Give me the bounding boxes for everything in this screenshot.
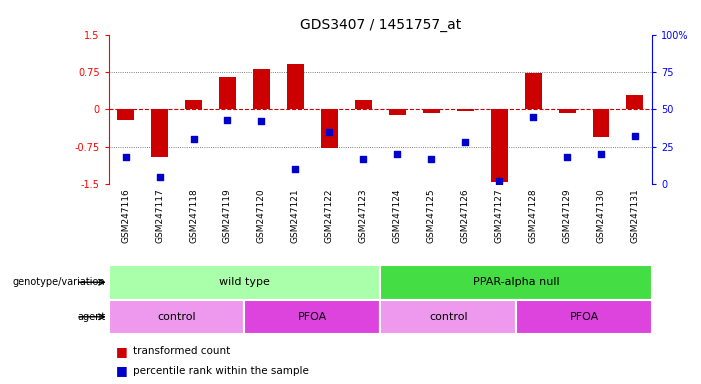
Bar [321,109,338,148]
Text: GSM247126: GSM247126 [461,189,470,243]
Point [629,133,641,139]
Point [324,129,335,135]
Bar [109,300,245,334]
Text: GSM247124: GSM247124 [393,189,402,243]
Text: GSM247117: GSM247117 [155,189,164,243]
Text: ■: ■ [116,345,128,358]
Bar [185,101,202,109]
Point [494,178,505,184]
Bar [245,300,381,334]
Bar [381,265,652,300]
Point [154,174,165,180]
Bar [559,109,576,113]
Text: wild type: wild type [219,277,270,287]
Bar [389,109,406,116]
Text: GSM247131: GSM247131 [630,189,639,243]
Bar [592,109,609,137]
Text: percentile rank within the sample: percentile rank within the sample [133,366,309,376]
Bar [151,109,168,157]
Point [358,156,369,162]
Bar [253,68,270,109]
Text: GSM247123: GSM247123 [359,189,368,243]
Point [562,154,573,161]
Bar [109,265,381,300]
Bar [381,300,516,334]
Text: agent: agent [77,312,105,322]
Text: control: control [429,312,468,322]
Point [120,154,131,161]
Text: genotype/variation: genotype/variation [13,277,105,287]
Text: GSM247120: GSM247120 [257,189,266,243]
Text: GSM247129: GSM247129 [562,189,571,243]
Text: PFOA: PFOA [298,312,327,322]
Text: GSM247118: GSM247118 [189,189,198,243]
Text: GSM247121: GSM247121 [291,189,300,243]
Text: PFOA: PFOA [569,312,599,322]
Point [527,114,538,120]
Bar [627,96,644,109]
Text: transformed count: transformed count [133,346,231,356]
Bar [355,101,372,109]
Bar [516,300,652,334]
Text: GSM247119: GSM247119 [223,189,232,243]
Point [595,151,606,157]
Bar [524,73,542,109]
Text: GSM247127: GSM247127 [495,189,503,243]
Text: GSM247125: GSM247125 [427,189,436,243]
Bar [287,63,304,109]
Text: GSM247128: GSM247128 [529,189,538,243]
Point [256,118,267,124]
Point [188,136,199,142]
Point [392,151,403,157]
Text: control: control [157,312,196,322]
Bar [117,109,134,121]
Bar [491,109,508,182]
Text: GSM247122: GSM247122 [325,189,334,243]
Bar [219,77,236,109]
Text: GSM247130: GSM247130 [597,189,606,243]
Point [426,156,437,162]
Point [460,139,471,146]
Text: ■: ■ [116,364,128,377]
Text: PPAR-alpha null: PPAR-alpha null [472,277,559,287]
Title: GDS3407 / 1451757_at: GDS3407 / 1451757_at [299,18,461,32]
Bar [456,109,474,111]
Point [222,117,233,123]
Text: GSM247116: GSM247116 [121,189,130,243]
Point [290,166,301,172]
Bar [423,109,440,113]
